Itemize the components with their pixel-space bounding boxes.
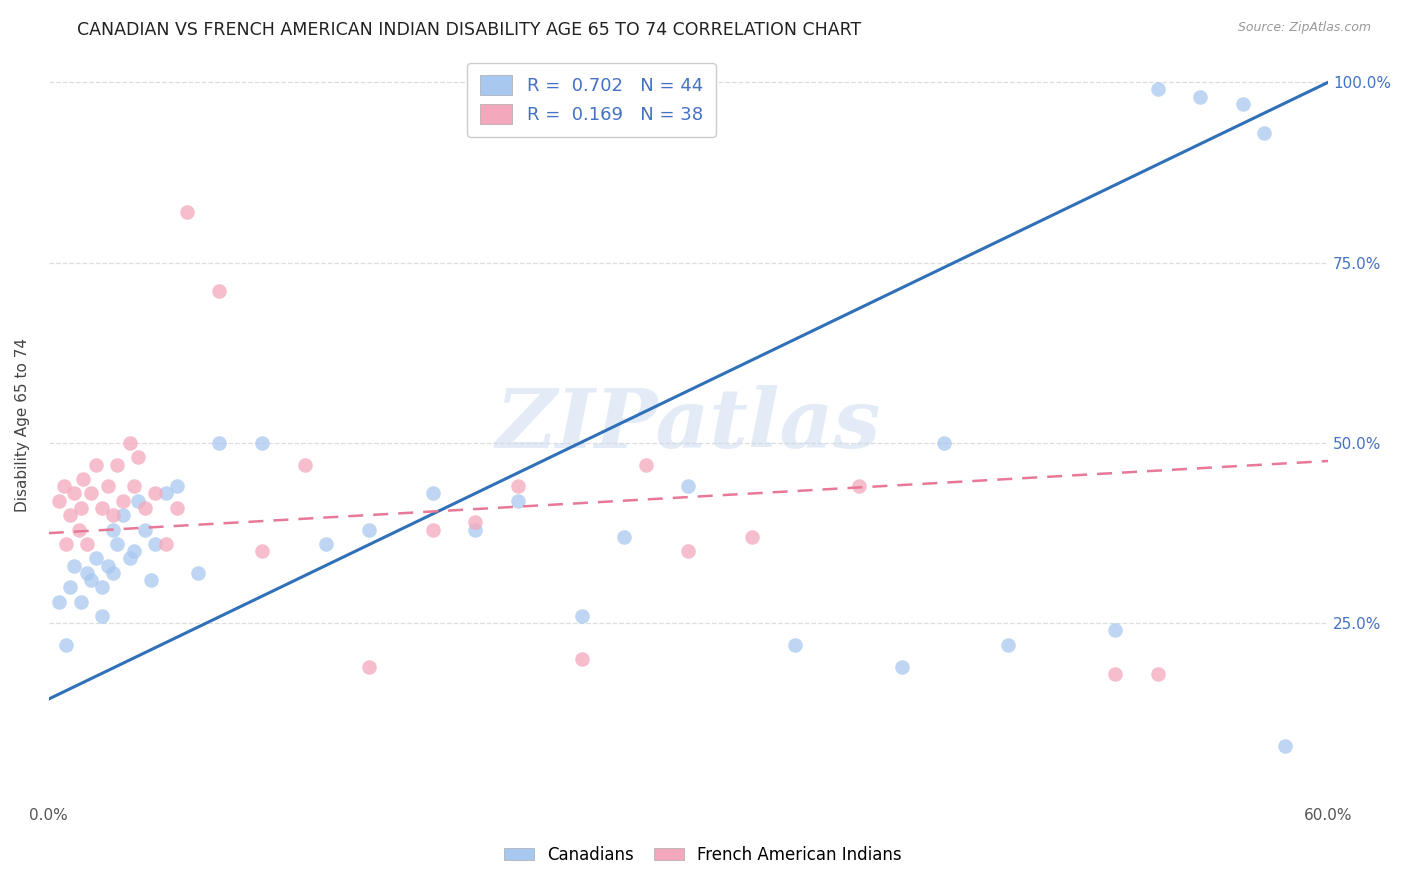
Point	[97, 558, 120, 573]
Point	[1146, 666, 1168, 681]
Point	[69, 500, 91, 515]
Text: CANADIAN VS FRENCH AMERICAN INDIAN DISABILITY AGE 65 TO 74 CORRELATION CHART: CANADIAN VS FRENCH AMERICAN INDIAN DISAB…	[77, 21, 862, 38]
Point	[166, 500, 188, 515]
Point	[112, 493, 135, 508]
Point	[112, 508, 135, 522]
Point	[52, 479, 75, 493]
Point	[155, 537, 177, 551]
Point	[139, 573, 162, 587]
Point	[571, 609, 593, 624]
Point	[55, 537, 77, 551]
Point	[122, 544, 145, 558]
Point	[105, 537, 128, 551]
Point	[783, 638, 806, 652]
Point	[127, 493, 149, 508]
Point	[67, 523, 90, 537]
Point	[357, 659, 380, 673]
Point	[155, 486, 177, 500]
Point	[122, 479, 145, 493]
Point	[848, 479, 870, 493]
Point	[571, 652, 593, 666]
Point	[997, 638, 1019, 652]
Point	[1232, 97, 1254, 112]
Point	[63, 558, 86, 573]
Point	[890, 659, 912, 673]
Point	[634, 458, 657, 472]
Point	[934, 436, 956, 450]
Point	[48, 493, 70, 508]
Point	[613, 530, 636, 544]
Point	[63, 486, 86, 500]
Point	[506, 479, 529, 493]
Point	[127, 450, 149, 465]
Legend: R =  0.702   N = 44, R =  0.169   N = 38: R = 0.702 N = 44, R = 0.169 N = 38	[467, 62, 716, 136]
Point	[176, 205, 198, 219]
Point	[1104, 666, 1126, 681]
Legend: Canadians, French American Indians: Canadians, French American Indians	[498, 839, 908, 871]
Point	[315, 537, 337, 551]
Point	[1253, 126, 1275, 140]
Point	[101, 508, 124, 522]
Point	[118, 436, 141, 450]
Point	[84, 551, 107, 566]
Point	[105, 458, 128, 472]
Point	[91, 500, 114, 515]
Point	[250, 544, 273, 558]
Y-axis label: Disability Age 65 to 74: Disability Age 65 to 74	[15, 338, 30, 512]
Point	[464, 523, 486, 537]
Point	[101, 566, 124, 580]
Point	[208, 436, 231, 450]
Point	[422, 523, 444, 537]
Point	[80, 573, 103, 587]
Text: Source: ZipAtlas.com: Source: ZipAtlas.com	[1237, 21, 1371, 34]
Point	[1146, 82, 1168, 96]
Text: ZIPatlas: ZIPatlas	[496, 385, 882, 465]
Point	[208, 285, 231, 299]
Point	[134, 523, 156, 537]
Point	[187, 566, 209, 580]
Point	[422, 486, 444, 500]
Point	[741, 530, 763, 544]
Point	[69, 594, 91, 608]
Point	[91, 580, 114, 594]
Point	[80, 486, 103, 500]
Point	[166, 479, 188, 493]
Point	[464, 516, 486, 530]
Point	[59, 508, 82, 522]
Point	[145, 486, 167, 500]
Point	[678, 479, 700, 493]
Point	[97, 479, 120, 493]
Point	[59, 580, 82, 594]
Point	[76, 566, 98, 580]
Point	[357, 523, 380, 537]
Point	[76, 537, 98, 551]
Point	[91, 609, 114, 624]
Point	[250, 436, 273, 450]
Point	[294, 458, 316, 472]
Point	[506, 493, 529, 508]
Point	[1189, 89, 1212, 103]
Point	[134, 500, 156, 515]
Point	[55, 638, 77, 652]
Point	[118, 551, 141, 566]
Point	[101, 523, 124, 537]
Point	[84, 458, 107, 472]
Point	[678, 544, 700, 558]
Point	[145, 537, 167, 551]
Point	[1274, 739, 1296, 753]
Point	[1104, 624, 1126, 638]
Point	[72, 472, 94, 486]
Point	[48, 594, 70, 608]
